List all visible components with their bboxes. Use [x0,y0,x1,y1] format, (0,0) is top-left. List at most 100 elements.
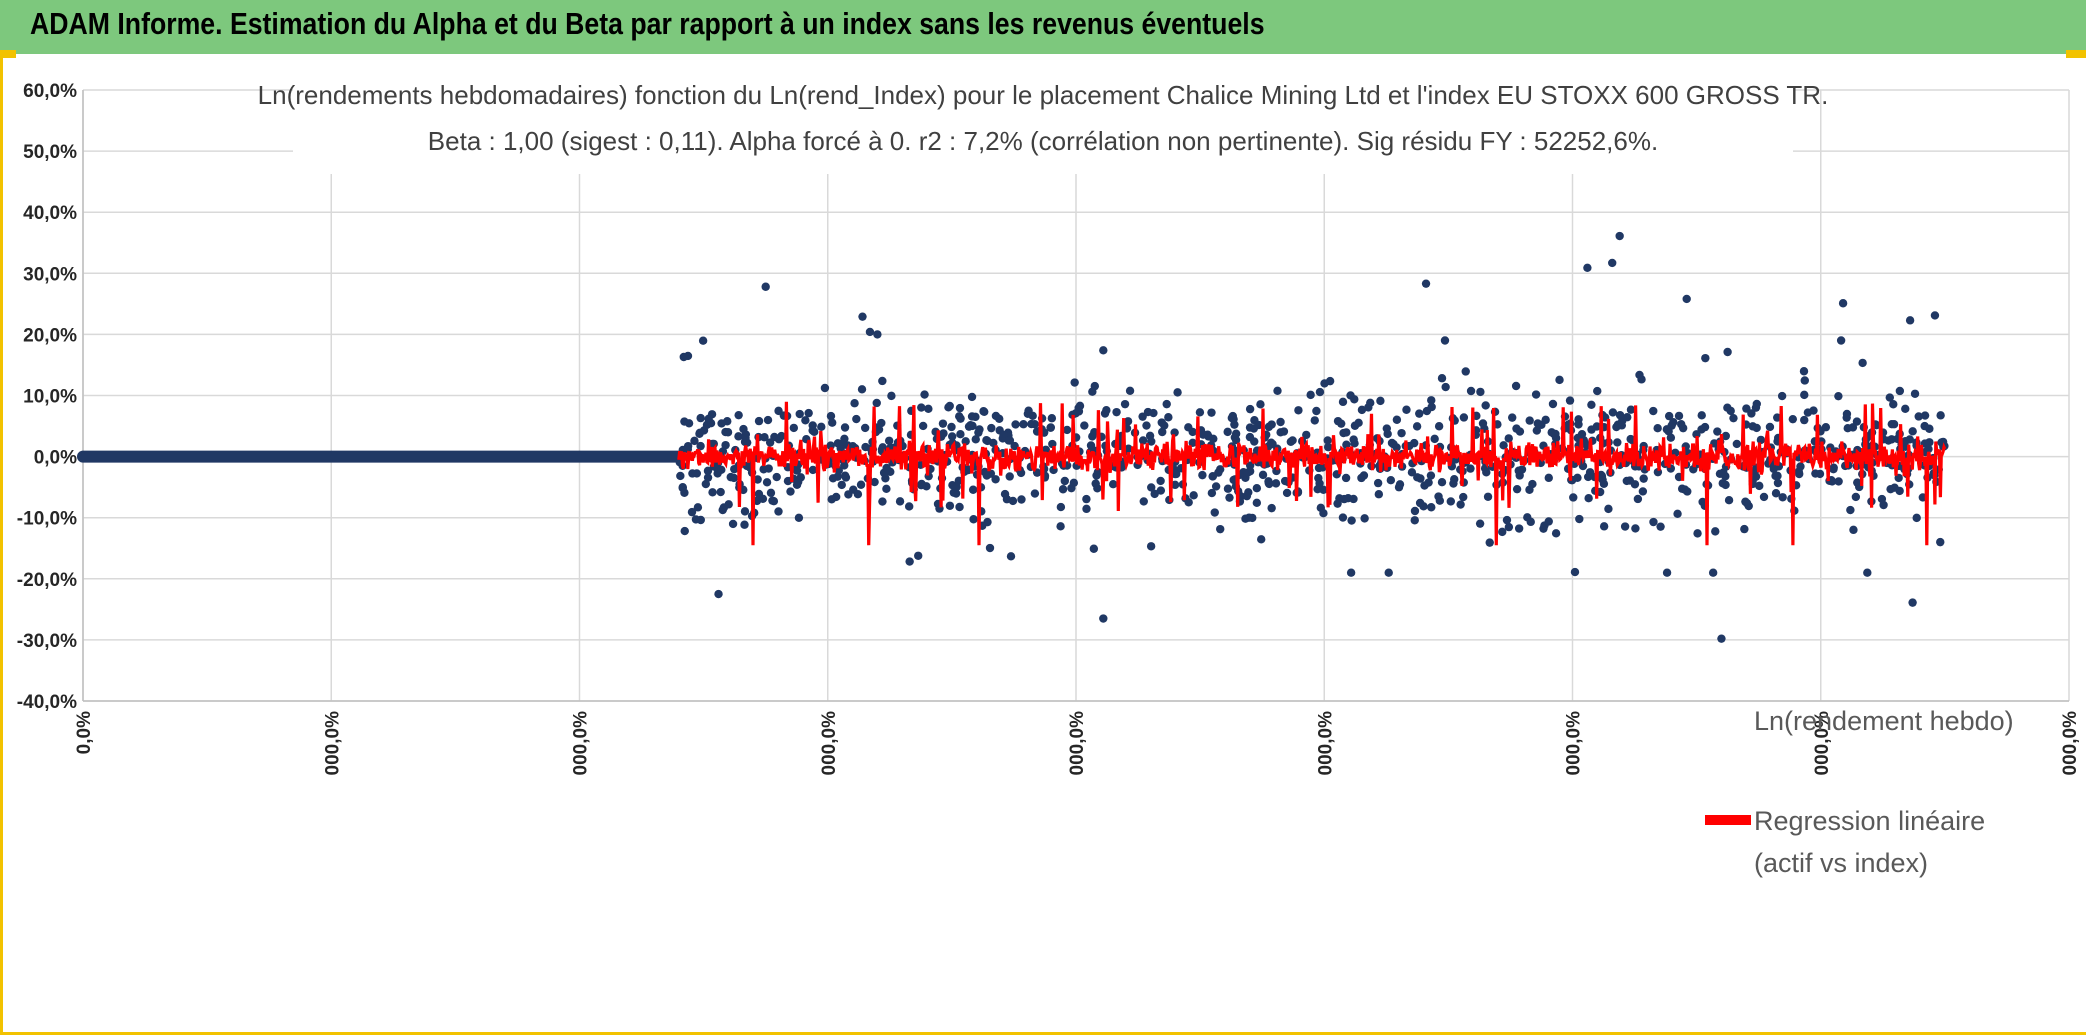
data-point [956,414,965,423]
data-point [726,472,735,482]
data-point [840,423,850,432]
data-point [1392,415,1402,424]
data-point [1498,527,1507,537]
data-point [680,526,689,536]
data-point [904,502,914,511]
data-point [1631,524,1640,533]
data-point [1541,415,1550,425]
data-point [1273,386,1282,395]
data-point [1357,405,1367,415]
y-tick-label: 10,0% [23,387,77,408]
data-point [1583,472,1593,482]
data-point [680,488,689,497]
data-point [1343,494,1353,503]
data-point [1485,538,1494,547]
data-point [801,416,810,425]
data-point [840,461,849,470]
data-point [884,436,894,445]
data-point [772,472,781,482]
data-point [1338,513,1348,522]
data-point [865,327,875,337]
data-point [684,419,694,428]
data-point [1060,476,1070,486]
data-point [1574,415,1583,424]
data-point [1286,437,1296,446]
data-point [1523,513,1532,522]
data-point [1225,493,1234,502]
y-tick-label: 60,0% [23,81,77,102]
data-point [887,391,896,401]
data-point [1653,424,1662,433]
data-point [719,503,729,512]
data-point [1323,436,1332,445]
data-point [1639,441,1648,451]
data-point [1017,495,1026,504]
data-point [1478,419,1488,428]
x-tick-label: 000,0% [322,711,343,776]
data-point [1215,465,1225,474]
data-point [1637,375,1646,384]
data-point [1257,535,1266,544]
data-point [1102,406,1111,415]
data-point [987,423,996,433]
data-point [1838,299,1848,308]
data-point [1674,411,1684,421]
data-point [1395,480,1405,489]
x-tick-label: 000,0% [571,711,592,776]
data-point [1410,506,1420,516]
data-point [1062,425,1072,435]
data-point [1750,467,1759,477]
data-point [1067,483,1076,493]
data-point [1279,427,1289,436]
data-point [1364,403,1373,412]
data-point [1936,411,1945,420]
data-point [1415,409,1424,418]
data-point [1890,483,1899,492]
x-tick-label: 000,0% [1564,711,1585,776]
data-point [1843,424,1852,433]
title-background [293,66,1793,174]
data-point [1392,443,1401,452]
data-point [1099,614,1108,623]
data-point [1440,336,1450,345]
data-point [861,442,870,452]
data-point [1023,409,1033,418]
data-point [690,436,699,446]
data-point [1626,405,1636,414]
data-point [1717,634,1726,643]
data-point [703,473,713,482]
data-point [1811,469,1820,478]
data-point [1673,509,1682,518]
data-point [1466,464,1475,473]
data-point [1302,430,1311,440]
data-point [1407,468,1417,477]
y-tick-label: 0,0% [34,448,77,469]
data-point [1662,568,1672,577]
data-point [1211,482,1221,491]
data-point [870,477,879,487]
data-point [1410,516,1419,525]
data-point [1120,399,1130,409]
data-point [1419,502,1428,511]
data-point [1089,544,1099,553]
data-point [1799,367,1809,376]
data-point [1920,411,1930,420]
data-point [1245,404,1255,414]
data-point [795,409,804,419]
y-tick-label: 20,0% [23,325,77,346]
data-point [1341,473,1351,483]
data-point [1427,503,1436,512]
data-point [808,421,817,430]
data-point [1466,386,1476,396]
data-point [1649,406,1658,416]
data-point [1164,413,1173,422]
data-point [698,336,708,345]
data-point [1145,431,1155,440]
regression-path [677,401,1947,546]
data-point [1216,524,1225,534]
data-point [794,477,803,487]
data-point [1908,427,1917,436]
legend: Ln(rendement hebdo) Regression linéaire … [1705,706,2014,878]
data-point [1227,413,1237,423]
data-point [966,421,975,430]
